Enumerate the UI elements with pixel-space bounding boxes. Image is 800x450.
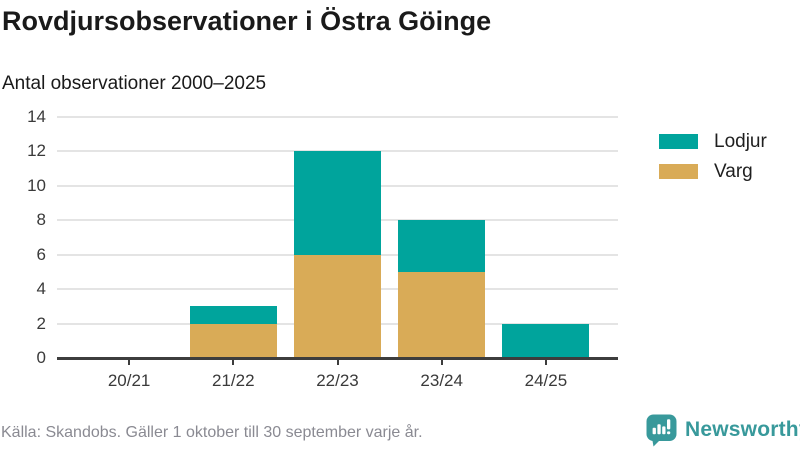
legend-swatch-varg <box>659 164 698 179</box>
bar-segment-varg-23-24 <box>398 271 486 358</box>
legend-label-lodjur: Lodjur <box>714 131 767 152</box>
x-tick-21-22 <box>232 358 235 365</box>
y-axis-label-14: 14 <box>27 107 46 126</box>
bar-segment-varg-21-22 <box>189 323 277 358</box>
y-axis-label-6: 6 <box>36 244 46 264</box>
newsworthy-logo: Newsworthy <box>645 413 800 447</box>
bar-segment-lodjur-23-24 <box>398 220 486 272</box>
legend-label-varg: Varg <box>714 161 753 182</box>
y-axis-label-2: 2 <box>36 313 46 333</box>
x-tick-20-21 <box>128 358 131 365</box>
legend-swatch-lodjur <box>659 134 698 149</box>
bar-segment-lodjur-22-23 <box>294 151 381 255</box>
brand-name: Newsworthy <box>685 418 800 441</box>
legend-item-lodjur: Lodjur <box>659 131 767 152</box>
y-axis-label-12: 12 <box>27 141 46 161</box>
x-tick-23-24 <box>440 358 443 365</box>
chart-title: Rovdjursobservationer i Östra Göinge <box>2 6 492 36</box>
legend: Lodjur Varg <box>659 131 767 194</box>
bar-segment-lodjur-21-22 <box>189 306 277 324</box>
newsworthy-icon <box>646 414 677 447</box>
x-tick-24-25 <box>544 358 547 365</box>
y-axis-label-4: 4 <box>36 279 46 299</box>
x-axis-label-24-25: 24/25 <box>524 371 568 390</box>
x-axis-line <box>57 357 618 360</box>
chart-subtitle: Antal observationer 2000–2025 <box>2 73 267 94</box>
legend-item-varg: Varg <box>659 161 767 182</box>
gridline-y14 <box>57 116 618 118</box>
y-axis-label-0: 0 <box>36 348 46 367</box>
x-tick-22-23 <box>336 358 339 365</box>
x-axis-label-21-22: 21/22 <box>212 371 255 390</box>
x-axis-label-23-24: 23/24 <box>420 371 463 390</box>
bar-segment-varg-22-23 <box>294 254 381 358</box>
source-note: Källa: Skandobs. Gäller 1 oktober till 3… <box>1 424 423 441</box>
y-axis-label-10: 10 <box>27 175 46 195</box>
y-axis-label-8: 8 <box>36 210 46 230</box>
x-axis-label-20-21: 20/21 <box>107 371 151 390</box>
x-axis-label-22-23: 22/23 <box>316 371 359 390</box>
bar-segment-lodjur-24-25 <box>502 323 590 358</box>
